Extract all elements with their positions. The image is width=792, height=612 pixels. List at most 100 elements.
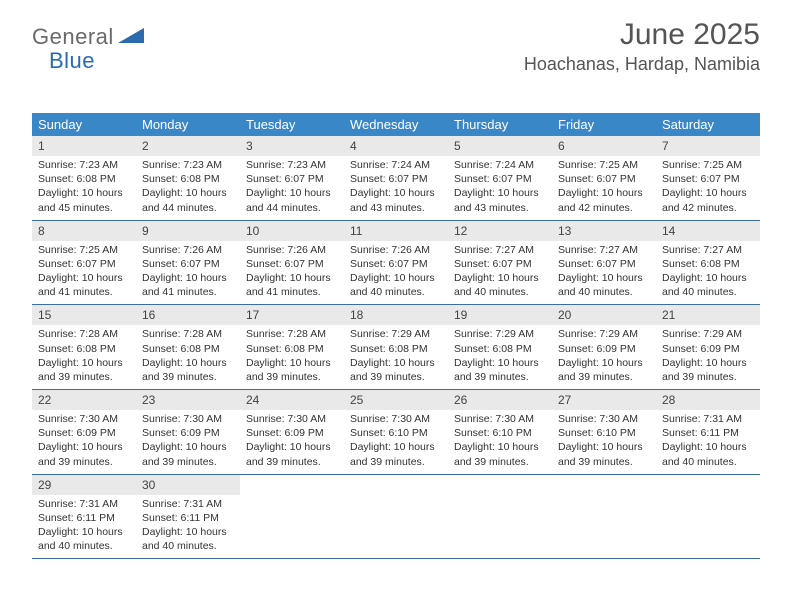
logo-line2: Blue <box>49 48 95 74</box>
sunset-line: Sunset: 6:07 PM <box>454 257 546 271</box>
daylight-line: Daylight: 10 hours and 39 minutes. <box>662 356 754 384</box>
sunset-line: Sunset: 6:07 PM <box>350 257 442 271</box>
day-number: 10 <box>240 221 344 241</box>
title-block: June 2025 Hoachanas, Hardap, Namibia <box>524 18 760 75</box>
day-body: Sunrise: 7:27 AMSunset: 6:07 PMDaylight:… <box>552 241 656 300</box>
sunset-line: Sunset: 6:11 PM <box>38 511 130 525</box>
daylight-line: Daylight: 10 hours and 40 minutes. <box>350 271 442 299</box>
sunset-line: Sunset: 6:08 PM <box>142 172 234 186</box>
sunrise-line: Sunrise: 7:30 AM <box>38 412 130 426</box>
day-cell: 14Sunrise: 7:27 AMSunset: 6:08 PMDayligh… <box>656 221 760 305</box>
day-cell: 17Sunrise: 7:28 AMSunset: 6:08 PMDayligh… <box>240 305 344 389</box>
day-number: 11 <box>344 221 448 241</box>
daylight-line: Daylight: 10 hours and 45 minutes. <box>38 186 130 214</box>
daylight-line: Daylight: 10 hours and 40 minutes. <box>662 271 754 299</box>
day-number: 30 <box>136 475 240 495</box>
daylight-line: Daylight: 10 hours and 39 minutes. <box>558 440 650 468</box>
day-body: Sunrise: 7:29 AMSunset: 6:08 PMDaylight:… <box>344 325 448 384</box>
day-body: Sunrise: 7:27 AMSunset: 6:08 PMDaylight:… <box>656 241 760 300</box>
sunset-line: Sunset: 6:09 PM <box>246 426 338 440</box>
day-body: Sunrise: 7:26 AMSunset: 6:07 PMDaylight:… <box>240 241 344 300</box>
day-number: 16 <box>136 305 240 325</box>
days-of-week-header: SundayMondayTuesdayWednesdayThursdayFrid… <box>32 113 760 136</box>
logo-triangle-icon <box>118 26 144 49</box>
daylight-line: Daylight: 10 hours and 39 minutes. <box>350 440 442 468</box>
day-cell: 28 Sunrise: 7:31 AMSunset: 6:11 PMDayligh… <box>656 390 760 474</box>
sunrise-line: Sunrise: 7:31 AM <box>662 412 754 426</box>
dow-sunday: Sunday <box>32 113 136 136</box>
day-cell <box>240 475 344 559</box>
sunrise-line: Sunrise: 7:26 AM <box>246 243 338 257</box>
day-body: Sunrise: 7:30 AMSunset: 6:09 PMDaylight:… <box>240 410 344 469</box>
sunset-line: Sunset: 6:08 PM <box>454 342 546 356</box>
sunrise-line: Sunrise: 7:23 AM <box>142 158 234 172</box>
day-body: Sunrise: 7:26 AMSunset: 6:07 PMDaylight:… <box>136 241 240 300</box>
day-body: Sunrise: 7:24 AMSunset: 6:07 PMDaylight:… <box>448 156 552 215</box>
daylight-line: Daylight: 10 hours and 43 minutes. <box>454 186 546 214</box>
daylight-line: Daylight: 10 hours and 39 minutes. <box>142 356 234 384</box>
day-number: 9 <box>136 221 240 241</box>
day-number: 28 <box>656 390 760 410</box>
daylight-line: Daylight: 10 hours and 42 minutes. <box>558 186 650 214</box>
daylight-line: Daylight: 10 hours and 39 minutes. <box>246 440 338 468</box>
day-cell: 12Sunrise: 7:27 AMSunset: 6:07 PMDayligh… <box>448 221 552 305</box>
day-body: Sunrise: 7:25 AMSunset: 6:07 PMDaylight:… <box>552 156 656 215</box>
day-number: 6 <box>552 136 656 156</box>
day-body: Sunrise: 7:30 AMSunset: 6:10 PMDaylight:… <box>552 410 656 469</box>
day-cell: 7Sunrise: 7:25 AMSunset: 6:07 PMDaylight… <box>656 136 760 220</box>
day-body: Sunrise: 7:30 AMSunset: 6:09 PMDaylight:… <box>136 410 240 469</box>
day-number: 15 <box>32 305 136 325</box>
dow-friday: Friday <box>552 113 656 136</box>
month-title: June 2025 <box>524 18 760 52</box>
sunrise-line: Sunrise: 7:27 AM <box>662 243 754 257</box>
day-cell <box>448 475 552 559</box>
daylight-line: Daylight: 10 hours and 41 minutes. <box>38 271 130 299</box>
calendar: SundayMondayTuesdayWednesdayThursdayFrid… <box>32 113 760 559</box>
logo: General <box>32 24 144 50</box>
sunset-line: Sunset: 6:09 PM <box>558 342 650 356</box>
sunrise-line: Sunrise: 7:23 AM <box>38 158 130 172</box>
sunset-line: Sunset: 6:08 PM <box>38 172 130 186</box>
day-cell: 8Sunrise: 7:25 AMSunset: 6:07 PMDaylight… <box>32 221 136 305</box>
dow-wednesday: Wednesday <box>344 113 448 136</box>
day-body: Sunrise: 7:28 AMSunset: 6:08 PMDaylight:… <box>136 325 240 384</box>
sunrise-line: Sunrise: 7:23 AM <box>246 158 338 172</box>
day-number: 12 <box>448 221 552 241</box>
daylight-line: Daylight: 10 hours and 40 minutes. <box>142 525 234 553</box>
day-body: Sunrise: 7:30 AMSunset: 6:10 PMDaylight:… <box>448 410 552 469</box>
day-number: 7 <box>656 136 760 156</box>
sunset-line: Sunset: 6:11 PM <box>662 426 754 440</box>
day-cell: 16Sunrise: 7:28 AMSunset: 6:08 PMDayligh… <box>136 305 240 389</box>
daylight-line: Daylight: 10 hours and 40 minutes. <box>662 440 754 468</box>
day-number: 4 <box>344 136 448 156</box>
day-body: Sunrise: 7:23 AMSunset: 6:08 PMDaylight:… <box>136 156 240 215</box>
day-body: Sunrise: 7:25 AMSunset: 6:07 PMDaylight:… <box>32 241 136 300</box>
day-body: Sunrise: 7:29 AMSunset: 6:09 PMDaylight:… <box>656 325 760 384</box>
day-body: Sunrise: 7:25 AMSunset: 6:07 PMDaylight:… <box>656 156 760 215</box>
day-cell: 22Sunrise: 7:30 AMSunset: 6:09 PMDayligh… <box>32 390 136 474</box>
day-number: 25 <box>344 390 448 410</box>
sunrise-line: Sunrise: 7:29 AM <box>454 327 546 341</box>
sunset-line: Sunset: 6:08 PM <box>246 342 338 356</box>
daylight-line: Daylight: 10 hours and 39 minutes. <box>454 440 546 468</box>
day-number: 13 <box>552 221 656 241</box>
sunset-line: Sunset: 6:10 PM <box>454 426 546 440</box>
daylight-line: Daylight: 10 hours and 39 minutes. <box>454 356 546 384</box>
day-number: 22 <box>32 390 136 410</box>
sunrise-line: Sunrise: 7:27 AM <box>558 243 650 257</box>
daylight-line: Daylight: 10 hours and 39 minutes. <box>38 356 130 384</box>
sunrise-line: Sunrise: 7:25 AM <box>558 158 650 172</box>
day-cell: 3Sunrise: 7:23 AMSunset: 6:07 PMDaylight… <box>240 136 344 220</box>
sunset-line: Sunset: 6:11 PM <box>142 511 234 525</box>
sunset-line: Sunset: 6:07 PM <box>38 257 130 271</box>
day-body: Sunrise: 7:28 AMSunset: 6:08 PMDaylight:… <box>240 325 344 384</box>
day-number: 18 <box>344 305 448 325</box>
week-row: 8Sunrise: 7:25 AMSunset: 6:07 PMDaylight… <box>32 221 760 306</box>
day-cell: 29Sunrise: 7:31 AMSunset: 6:11 PMDayligh… <box>32 475 136 559</box>
sunrise-line: Sunrise: 7:28 AM <box>142 327 234 341</box>
week-row: 22Sunrise: 7:30 AMSunset: 6:09 PMDayligh… <box>32 390 760 475</box>
sunset-line: Sunset: 6:09 PM <box>142 426 234 440</box>
day-body: Sunrise: 7:30 AMSunset: 6:09 PMDaylight:… <box>32 410 136 469</box>
dow-saturday: Saturday <box>656 113 760 136</box>
sunrise-line: Sunrise: 7:30 AM <box>246 412 338 426</box>
